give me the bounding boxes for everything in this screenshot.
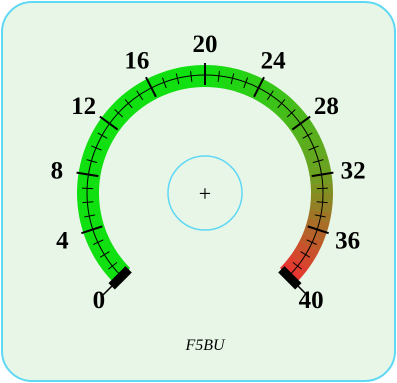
minor-tick <box>243 77 249 89</box>
arc-segment <box>285 109 309 131</box>
arc-segment <box>302 144 327 161</box>
arc-segment <box>245 74 264 99</box>
minor-tick <box>82 201 94 204</box>
arc-segment <box>77 182 100 193</box>
minor-tick <box>93 239 104 245</box>
minor-tick <box>286 109 296 118</box>
major-tick <box>99 115 119 131</box>
minor-tick <box>308 145 319 151</box>
minor-tick <box>230 73 235 85</box>
minor-tick <box>175 73 180 85</box>
arc-segment <box>205 65 216 88</box>
minor-tick <box>306 239 317 245</box>
major-tick <box>81 225 103 235</box>
minor-tick <box>277 99 286 109</box>
minor-tick <box>217 70 220 82</box>
value-marker <box>108 266 132 290</box>
arc-segment <box>221 66 236 90</box>
tick-label: 12 <box>71 93 96 120</box>
minor-tick <box>300 251 311 258</box>
arc-segment <box>83 143 108 161</box>
minor-tick <box>97 132 108 139</box>
arc-segment <box>273 95 296 119</box>
brand-label: F5BU <box>184 337 226 354</box>
arc-segment <box>86 134 111 153</box>
minor-tick <box>190 70 193 82</box>
arc-segment <box>138 78 158 103</box>
arc-segment <box>101 109 125 131</box>
arc-segment <box>290 117 315 138</box>
gauge-needle <box>101 266 309 297</box>
arc-segment <box>290 248 315 269</box>
major-tick <box>253 76 265 98</box>
major-tick <box>311 171 334 178</box>
arc-segment <box>77 201 101 214</box>
center-crosshair-icon: + <box>199 181 211 206</box>
tick-label: 36 <box>335 227 360 254</box>
arc-segment <box>253 78 273 103</box>
max-marker <box>278 266 302 290</box>
major-tick <box>307 225 329 235</box>
marker-pointer <box>101 285 113 297</box>
minor-tick <box>108 261 118 270</box>
minor-tick <box>316 201 328 204</box>
minor-tick <box>86 159 98 164</box>
arc-segment <box>146 74 165 99</box>
arc-segment <box>107 261 131 284</box>
major-tick <box>76 171 99 178</box>
minor-tick <box>312 159 324 164</box>
minor-tick <box>302 132 313 139</box>
arc-segment <box>267 89 289 113</box>
arc-segment <box>95 248 120 269</box>
center-dial-circle <box>167 155 243 231</box>
arc-segment <box>90 240 115 260</box>
minor-tick <box>84 214 96 218</box>
minor-tick <box>99 251 110 258</box>
minor-tick <box>136 90 144 101</box>
arc-segment <box>305 217 330 233</box>
minor-tick <box>161 77 167 89</box>
arc-segment <box>175 66 189 90</box>
arc-segment <box>309 201 333 214</box>
minor-tick <box>292 261 302 270</box>
tick-label: 20 <box>193 31 218 58</box>
tick-label: 32 <box>341 158 366 185</box>
arc-segment <box>310 193 333 204</box>
minor-tick <box>114 109 124 118</box>
tick-label: 0 <box>93 287 106 314</box>
tick-label: 16 <box>124 47 149 74</box>
minor-tick <box>91 145 102 151</box>
arc-segment <box>302 225 327 243</box>
major-tick <box>291 115 311 131</box>
arc-segment <box>299 134 324 153</box>
tick-label: 24 <box>261 47 287 74</box>
major-tick <box>145 76 157 98</box>
arc-segment <box>83 225 108 242</box>
tick-label: 4 <box>56 227 69 254</box>
minor-tick <box>314 214 326 218</box>
minor-tick <box>124 99 133 109</box>
arc-segment <box>194 65 206 88</box>
arc-segment <box>95 117 120 138</box>
arc-segment <box>295 241 320 261</box>
minor-tick <box>266 90 274 101</box>
tick-label: 28 <box>314 93 339 120</box>
arc-segment <box>213 65 226 89</box>
arc-segment <box>121 89 143 113</box>
arc-segment <box>77 192 100 204</box>
tick-label: 8 <box>51 158 64 185</box>
arc-segment <box>114 95 137 119</box>
marker-pointer <box>297 285 309 297</box>
